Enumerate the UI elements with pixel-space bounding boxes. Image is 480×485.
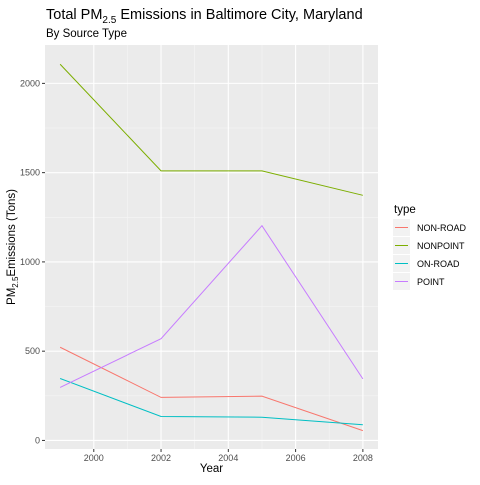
legend-title: type	[394, 204, 416, 216]
chart-subtitle: By Source Type	[46, 28, 127, 40]
series-line-point	[59, 224, 364, 388]
axis-ticks: 2000 2002 2004 2006 2008 0 500 1000 1500 2000	[20, 78, 373, 463]
x-tick-label: 2000	[84, 453, 104, 463]
plot-panel	[45, 45, 378, 449]
legend: type NON-ROAD NONPOINT ON-ROAD POINT	[393, 204, 466, 290]
x-axis-title: Year	[200, 463, 223, 475]
series-line-non-road	[59, 346, 364, 432]
y-tick-label: 1500	[20, 168, 40, 178]
legend-label-non-road: NON-ROAD	[417, 223, 466, 233]
y-tick-label: 2000	[20, 78, 40, 88]
series-lines	[59, 63, 364, 432]
series-line-nonpoint	[59, 63, 363, 196]
chart-title: Total PM2.5 Emissions in Baltimore City,…	[46, 7, 363, 26]
x-tick-label: 2008	[353, 453, 373, 463]
legend-label-nonpoint: NONPOINT	[417, 241, 465, 251]
series-line-on-road	[59, 378, 363, 426]
y-axis-title: PM2.5Emissions (Tons)	[6, 189, 20, 305]
grid-minor	[45, 45, 378, 449]
grid-major	[45, 45, 378, 449]
x-tick-label: 2004	[218, 453, 238, 463]
legend-label-point: POINT	[417, 277, 445, 287]
y-tick-label: 500	[25, 346, 40, 356]
x-tick-label: 2006	[286, 453, 306, 463]
y-tick-label: 1000	[20, 257, 40, 267]
legend-label-on-road: ON-ROAD	[417, 259, 460, 269]
y-tick-label: 0	[35, 435, 40, 445]
x-tick-label: 2002	[151, 453, 171, 463]
